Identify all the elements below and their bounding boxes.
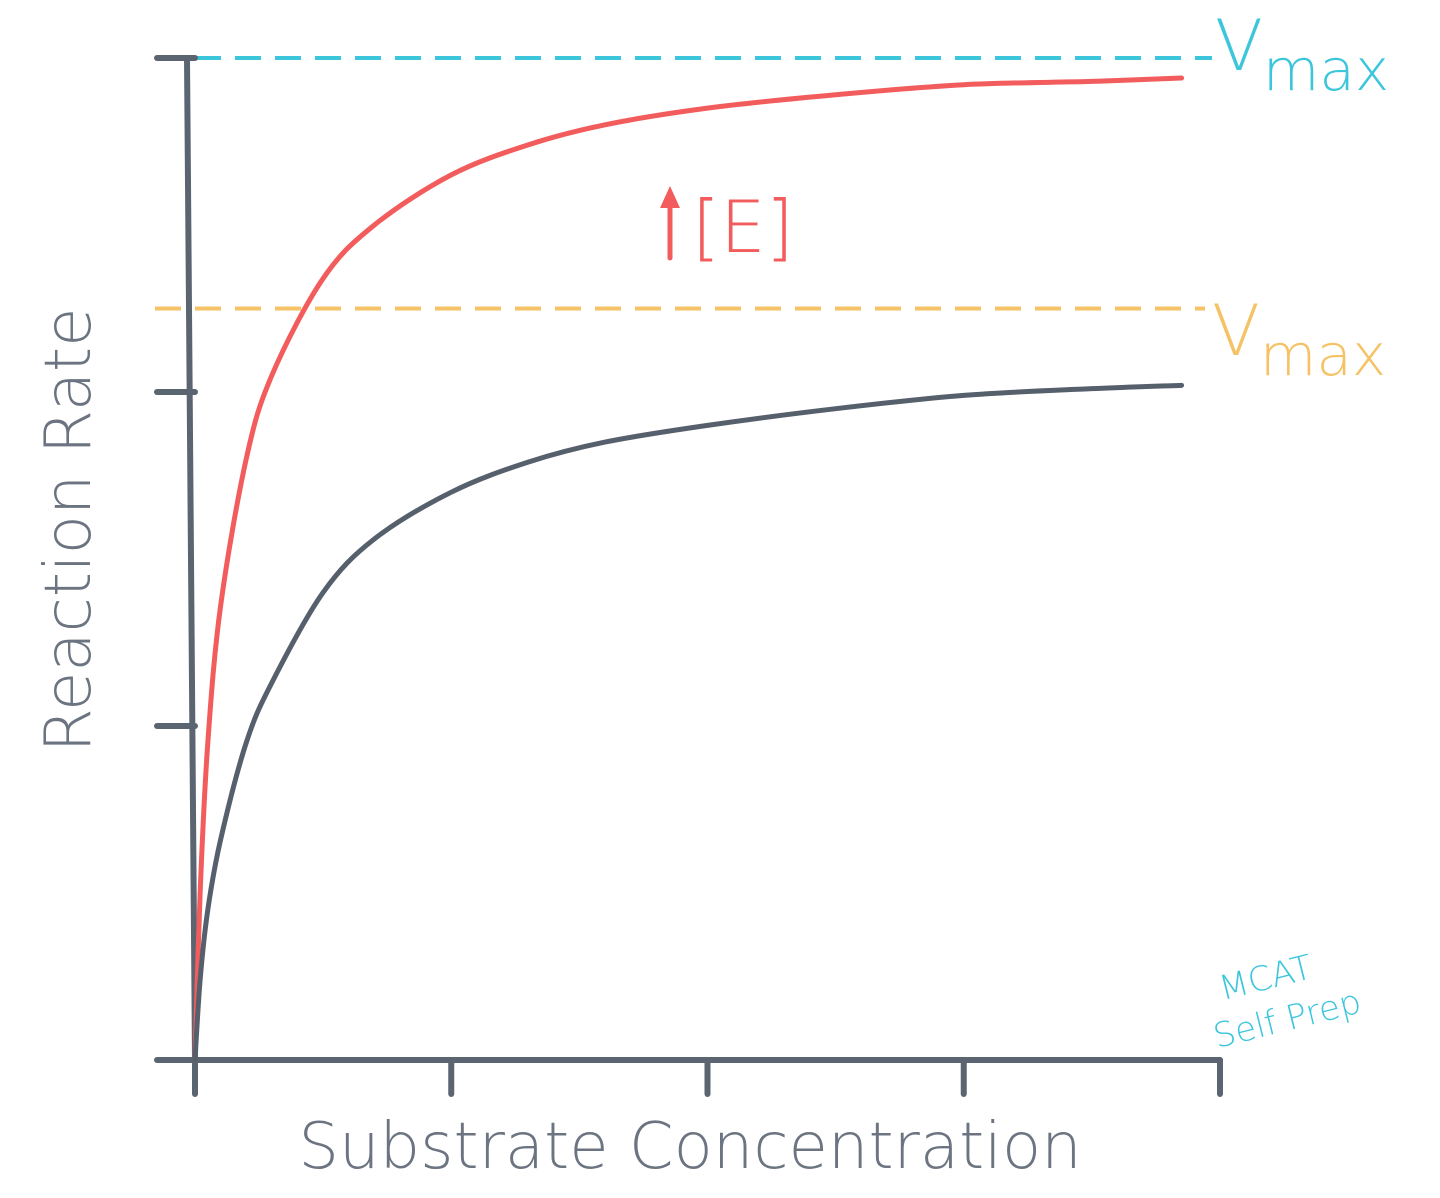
- vmax-label-top-sub: max: [1263, 36, 1389, 104]
- up-arrow-head-icon: [660, 186, 680, 208]
- y-ticks: [154, 55, 198, 1063]
- vmax-label-top: Vmax: [1215, 5, 1389, 104]
- watermark: MCAT Self Prep: [1210, 947, 1366, 1056]
- curves: [192, 75, 1185, 1063]
- enzyme-concentration-annotation: [E]: [660, 185, 794, 269]
- curve-baseline: [192, 382, 1185, 1063]
- x-axis-label: Substrate Concentration: [298, 1110, 1081, 1184]
- x-ticks: [192, 1057, 1223, 1097]
- y-axis-label: Reaction Rate: [32, 307, 106, 752]
- axes: [154, 55, 1223, 1097]
- reference-line-group: [155, 56, 1212, 311]
- y-axis-line: [184, 55, 198, 1063]
- vmax-label-lower-sub: max: [1260, 321, 1386, 389]
- curve-increased-enzyme: [192, 75, 1185, 1063]
- vmax-label-lower: Vmax: [1212, 290, 1386, 389]
- enzyme-concentration-label: [E]: [692, 185, 794, 269]
- vmax-label-top-main: V: [1215, 5, 1263, 87]
- vmax-label-lower-main: V: [1212, 290, 1260, 372]
